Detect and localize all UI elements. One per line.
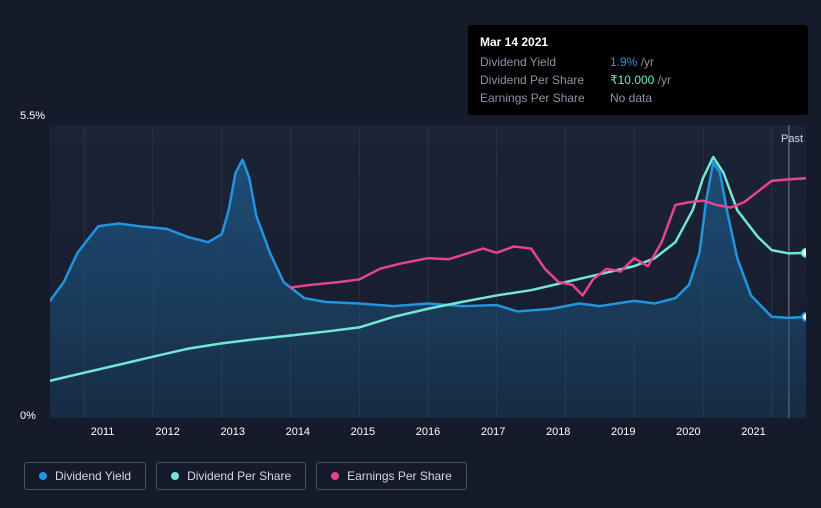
legend-label: Dividend Per Share (187, 469, 291, 483)
x-tick: 2012 (135, 426, 200, 438)
y-axis-top-label: 5.5% (20, 110, 45, 122)
plot-area[interactable] (50, 125, 806, 418)
legend-label: Dividend Yield (55, 469, 131, 483)
x-tick: 2011 (70, 426, 135, 438)
tooltip-row: Dividend Yield1.9% /yr (480, 53, 796, 71)
legend-dot (331, 472, 339, 480)
tooltip-row-label: Earnings Per Share (480, 89, 610, 107)
x-tick: 2021 (721, 426, 786, 438)
legend-item[interactable]: Earnings Per Share (316, 462, 467, 490)
past-label: Past (781, 133, 803, 145)
x-axis-ticks: 2011201220132014201520162017201820192020… (50, 426, 806, 438)
tooltip-row-label: Dividend Yield (480, 53, 610, 71)
legend-dot (171, 472, 179, 480)
y-axis-bottom-label: 0% (20, 410, 36, 422)
chart-svg (50, 125, 806, 418)
x-tick: 2016 (395, 426, 460, 438)
x-tick: 2013 (200, 426, 265, 438)
x-tick: 2014 (265, 426, 330, 438)
tooltip-title: Mar 14 2021 (480, 33, 796, 51)
x-tick: 2017 (461, 426, 526, 438)
legend-label: Earnings Per Share (347, 469, 452, 483)
tooltip: Mar 14 2021 Dividend Yield1.9% /yrDivide… (468, 25, 808, 115)
tooltip-row: Earnings Per ShareNo data (480, 89, 796, 107)
legend: Dividend Yield Dividend Per Share Earnings… (24, 462, 467, 490)
tooltip-row-value: ₹10.000 /yr (610, 71, 671, 89)
x-tick: 2018 (526, 426, 591, 438)
x-tick: 2020 (656, 426, 721, 438)
x-tick: 2015 (330, 426, 395, 438)
legend-item[interactable]: Dividend Per Share (156, 462, 306, 490)
legend-dot (39, 472, 47, 480)
x-tick: 2019 (591, 426, 656, 438)
tooltip-row-value: No data (610, 89, 652, 107)
tooltip-row-value: 1.9% /yr (610, 53, 654, 71)
tooltip-row-label: Dividend Per Share (480, 71, 610, 89)
tooltip-row: Dividend Per Share₹10.000 /yr (480, 71, 796, 89)
legend-item[interactable]: Dividend Yield (24, 462, 146, 490)
